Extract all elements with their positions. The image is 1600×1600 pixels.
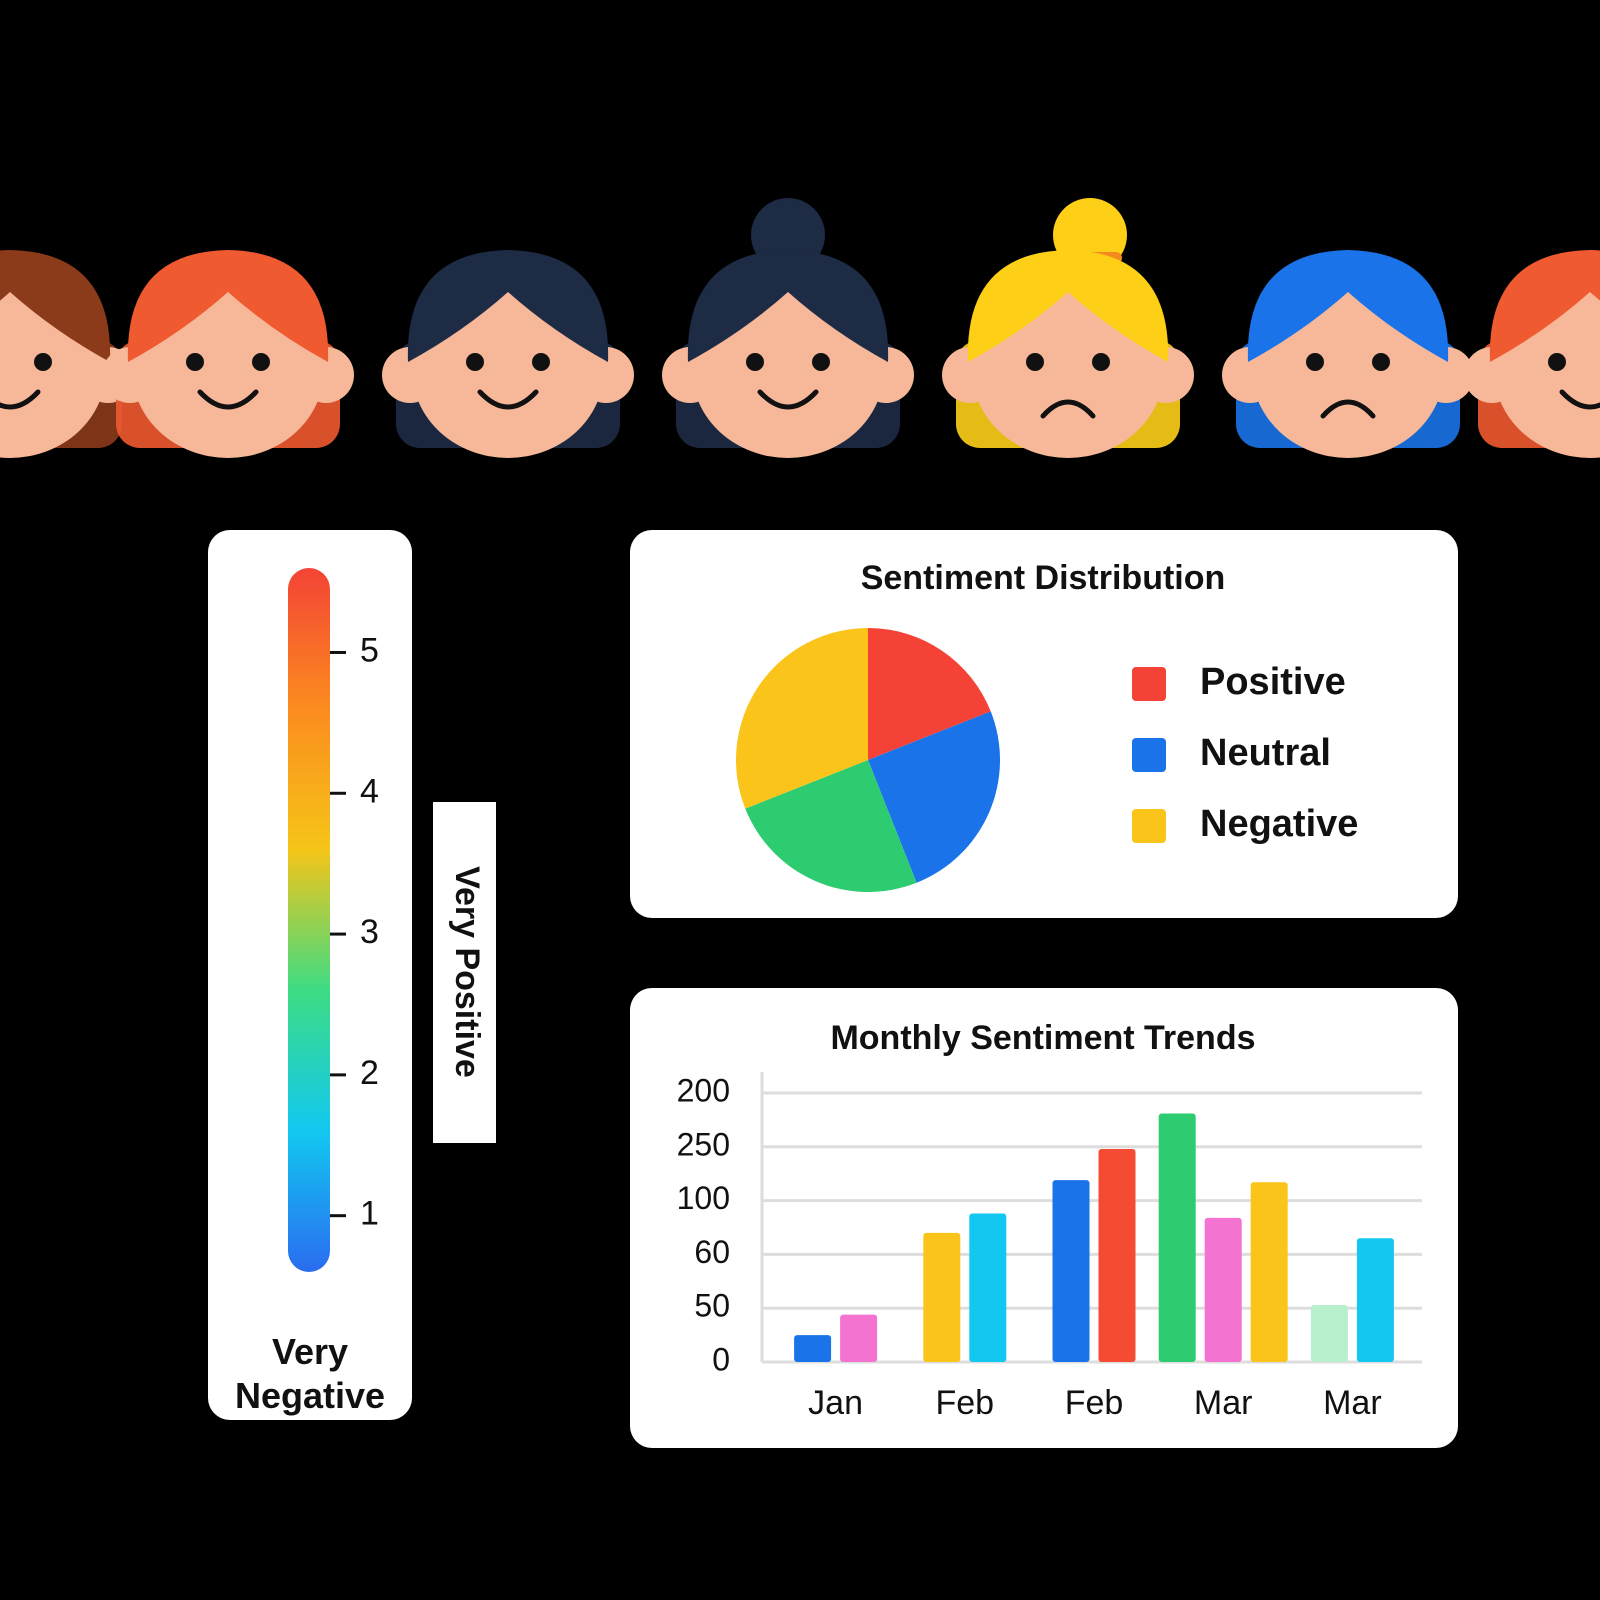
- y-tick-label: 0: [712, 1341, 730, 1377]
- colorbar-bottom-label: Very Negative: [234, 1331, 386, 1416]
- pie-slice: [745, 760, 917, 892]
- legend-swatch: [1132, 809, 1166, 843]
- y-tick-label: 200: [677, 1072, 730, 1108]
- chart-title: Sentiment Distribution: [861, 559, 1226, 597]
- x-tick-label: Mar: [1323, 1384, 1382, 1422]
- mouth: [197, 389, 259, 410]
- hair-top: [1247, 250, 1449, 362]
- pie-slice: [868, 628, 991, 760]
- eye: [252, 353, 270, 371]
- colorbar-tick-label: 2: [360, 1054, 379, 1092]
- x-tick-label: Feb: [1065, 1384, 1124, 1422]
- bar: [1356, 1238, 1394, 1362]
- mouth: [1559, 389, 1600, 410]
- y-tick-label: 250: [677, 1126, 730, 1162]
- colorbar-tick-label: 1: [360, 1195, 379, 1233]
- eye: [812, 353, 830, 371]
- mouth: [0, 389, 41, 410]
- legend-label: Neutral: [1200, 732, 1331, 774]
- bar: [1158, 1113, 1196, 1362]
- bar: [1310, 1304, 1348, 1362]
- pie-slice: [868, 711, 1001, 883]
- eye: [1372, 353, 1390, 371]
- bar: [1052, 1180, 1090, 1362]
- eye: [746, 353, 764, 371]
- bar: [969, 1213, 1007, 1362]
- x-tick-label: Mar: [1194, 1384, 1253, 1422]
- legend-swatch: [1132, 667, 1166, 701]
- eye: [186, 353, 204, 371]
- colorbar-tick-label: 3: [360, 913, 379, 951]
- colorbar-tick-label: 4: [360, 772, 379, 810]
- eye: [1092, 353, 1110, 371]
- hair-top: [407, 250, 609, 362]
- hair-top: [967, 250, 1169, 362]
- y-tick-label: 60: [694, 1234, 730, 1270]
- y-tick-label: 100: [677, 1180, 730, 1216]
- bar: [923, 1232, 961, 1362]
- eye: [34, 353, 52, 371]
- legend-swatch: [1132, 738, 1166, 772]
- eye: [532, 353, 550, 371]
- y-tick-label: 50: [694, 1288, 730, 1324]
- hair-top: [687, 250, 889, 362]
- colorbar-tick-label: 5: [360, 631, 379, 669]
- x-tick-label: Feb: [936, 1384, 995, 1422]
- legend-label: Negative: [1200, 803, 1358, 845]
- mouth: [757, 389, 819, 410]
- hair-top: [127, 250, 329, 362]
- chart-title: Monthly Sentiment Trends: [830, 1019, 1255, 1057]
- hair-top: [1489, 250, 1600, 362]
- eye: [1548, 353, 1566, 371]
- mouth: [1040, 399, 1096, 419]
- pie-slice: [736, 628, 868, 809]
- eye: [1026, 353, 1044, 371]
- bar: [794, 1335, 832, 1362]
- bar-panel: [630, 988, 1458, 1448]
- mouth: [1320, 399, 1376, 419]
- hair-top: [0, 250, 111, 362]
- eye: [1306, 353, 1324, 371]
- legend-label: Positive: [1200, 661, 1346, 703]
- label-box: [433, 802, 496, 1143]
- mouth: [477, 389, 539, 410]
- bar: [1098, 1148, 1136, 1362]
- bar: [1204, 1217, 1242, 1362]
- bar: [1250, 1182, 1288, 1362]
- bar: [840, 1314, 878, 1362]
- colorbar: [288, 568, 330, 1272]
- colorbar-top-label: Very Positive: [448, 866, 486, 1078]
- eye: [466, 353, 484, 371]
- x-tick-label: Jan: [808, 1384, 863, 1422]
